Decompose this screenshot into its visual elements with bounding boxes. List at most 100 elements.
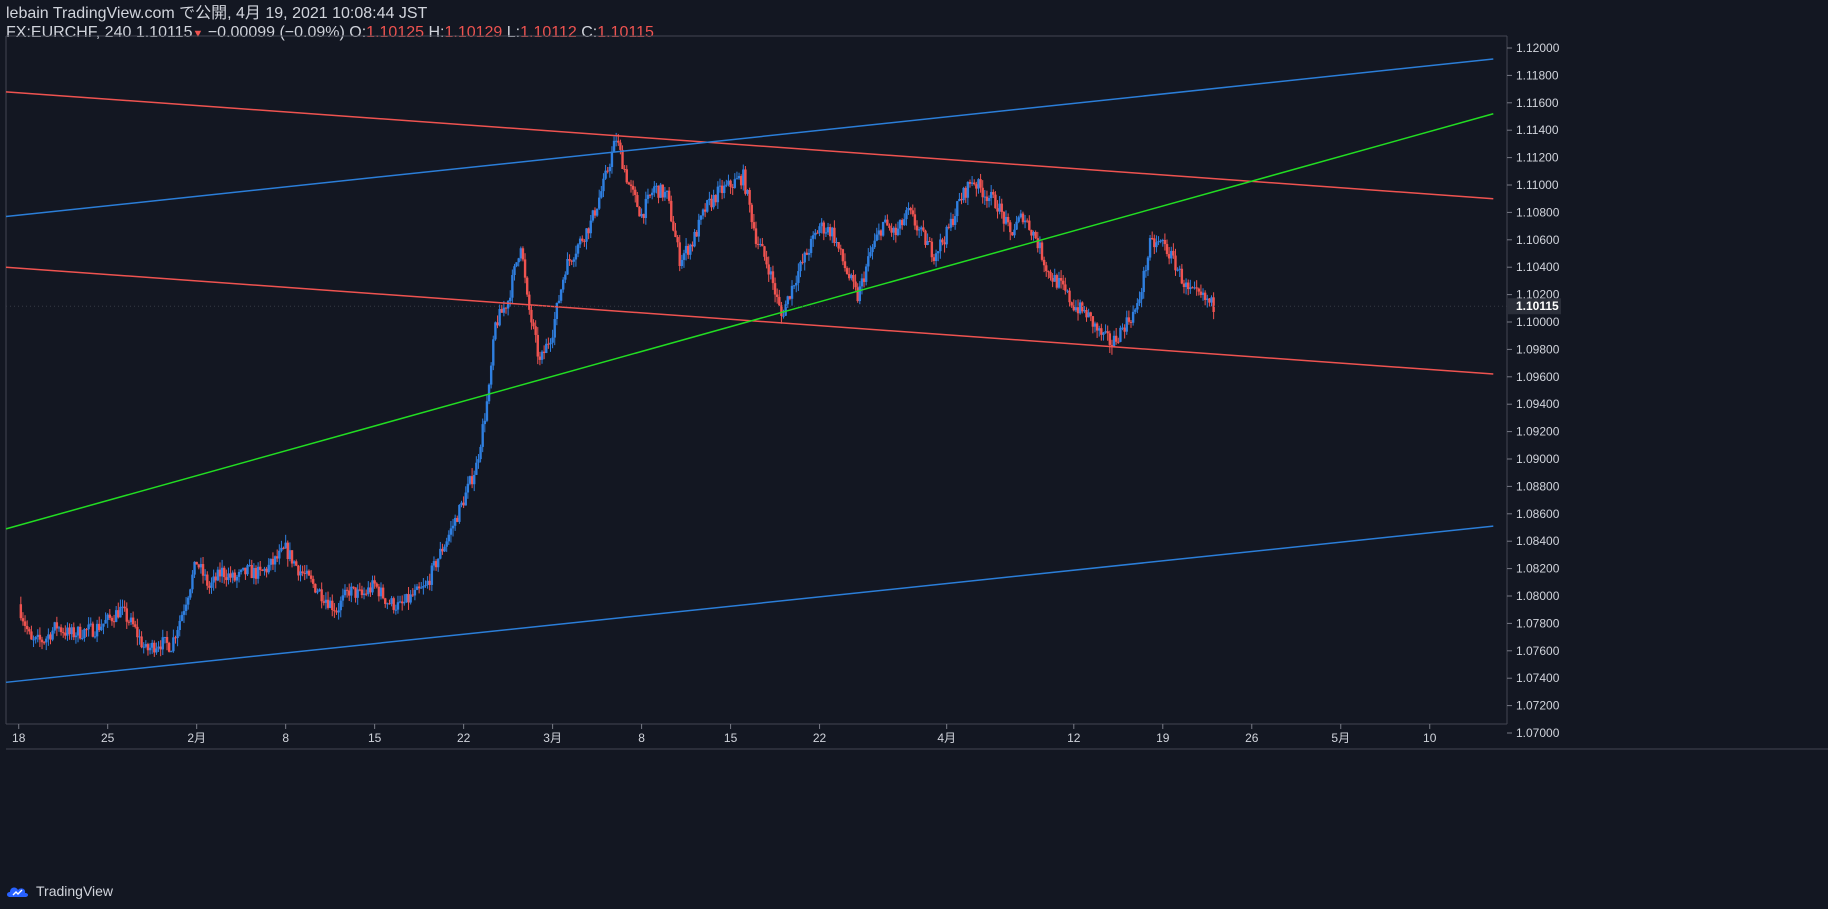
candle-body [134,624,137,627]
candle-body [911,210,914,215]
candle-body [375,583,378,587]
candle-body [492,339,495,366]
candle-body [771,271,775,284]
candle-body [536,334,539,357]
candle-body [1193,287,1196,289]
candle-body [665,190,669,192]
candle-body [1102,332,1105,335]
candle-body [659,184,662,198]
candle-body [354,587,357,598]
symbol-label[interactable]: FX:EURCHF, 240 [6,24,132,41]
tradingview-brand[interactable]: TradingView [6,883,113,899]
candle-body [350,586,353,596]
candle-body [667,190,671,201]
candle-body [19,604,23,619]
candle-body [1184,282,1188,288]
candle-body [763,246,766,257]
candle-body [1153,238,1156,248]
candle-body [89,623,92,625]
candle-body [121,606,124,608]
candle-body [676,237,679,243]
candle-body [271,558,275,565]
candle-body [949,218,953,228]
candle-body [108,614,112,618]
candle-body [519,248,523,259]
candle-body [426,580,429,586]
candle-body [900,220,904,226]
last-price: 1.10115 [135,24,193,41]
candle-body [930,241,934,258]
candle-body [782,315,785,317]
candle-body [51,630,54,640]
candle-body [871,247,874,253]
candle-body [924,230,927,245]
candle-body [1057,277,1061,288]
candle-body [693,231,696,247]
candle-body [809,238,813,253]
candle-body [1066,290,1069,292]
candle-body [703,209,707,212]
candle-body [462,502,465,506]
candle-body [155,648,158,653]
close-value: 1.10115 [597,24,654,41]
candle-body [112,621,116,623]
candle-body [242,567,245,570]
candle-body [1182,283,1186,288]
candle-body [390,598,393,604]
candle-body [864,266,868,282]
candle-body [237,571,241,577]
candle-body [600,191,603,198]
candle-body [1011,232,1014,236]
x-tick-label: 15 [724,731,738,745]
candle-body [309,575,313,579]
candle-body [220,567,224,577]
candle-body [301,571,304,574]
candle-body [273,556,277,565]
candle-body [212,576,215,583]
candle-body [62,632,65,634]
candle-body [604,170,607,179]
candle-body [650,192,654,196]
candle-body [335,611,338,613]
candle-body [898,220,902,229]
candle-body [1138,299,1141,304]
candle-body [996,208,999,212]
candle-body [81,637,84,639]
candle-body [843,261,847,269]
candle-body [807,252,811,255]
candle-body [714,195,717,203]
candle-body [172,637,175,652]
candle-body [197,564,200,568]
candle-body [754,228,758,244]
candle-body [398,601,402,603]
candle-body [364,593,368,595]
candle-body [76,626,80,636]
candle-body [32,639,35,641]
candle-body [1119,327,1122,342]
candle-body [392,598,395,610]
candle-body [305,570,309,574]
red-trend-line [5,91,1494,200]
candle-body [487,384,491,402]
candle-body [744,169,747,194]
candle-body [598,197,601,209]
candle-body [428,580,431,585]
candle-body [631,185,635,190]
candle-body [322,601,325,603]
candle-body [735,178,739,180]
candle-body [687,245,690,255]
candle-body [585,228,588,242]
candle-body [206,574,209,586]
candle-body [915,225,919,231]
candle-body [214,576,217,581]
candle-body [799,261,802,272]
candle-body [295,561,298,566]
candle-body [117,610,120,618]
candle-body [189,589,192,598]
candle-body [890,227,893,233]
candle-body [1150,238,1154,240]
candle-body [568,259,571,261]
candle-body [894,227,898,236]
candle-body [750,204,753,223]
